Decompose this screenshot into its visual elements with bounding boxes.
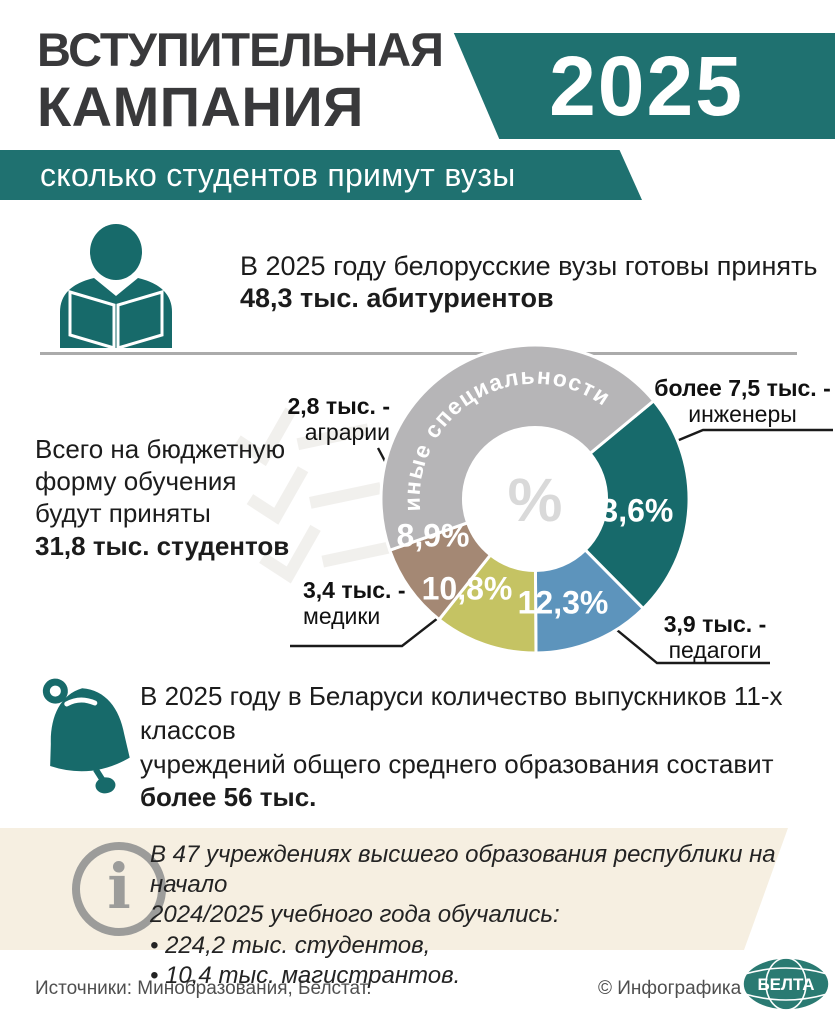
donut-chart: % иные специальности [376, 340, 694, 658]
year-badge-text: 2025 [549, 38, 744, 133]
callout-engineers: более 7,5 тыс. - инженеры [650, 375, 835, 428]
budget-note-line1: Всего на бюджетную [35, 434, 286, 464]
student-reading-icon [60, 224, 172, 348]
callout-agrarians: 2,8 тыс. - аграрии [250, 393, 390, 446]
graduates-fact-row: В 2025 году в Беларуси количество выпуск… [0, 672, 835, 812]
callout-teachers-name: педагоги [668, 636, 762, 663]
graduates-fact-line1: В 2025 году в Беларуси количество выпуск… [140, 681, 783, 745]
page-title: ВСТУПИТЕЛЬНАЯ КАМПАНИЯ [37, 23, 444, 138]
graduates-fact-line3: более 56 тыс. [140, 782, 317, 813]
info-box-line1: В 47 учреждениях высшего образования рес… [150, 841, 776, 899]
admission-fact-line2: 48,3 тыс. абитуриентов [240, 283, 554, 314]
callout-teachers: 3,9 тыс. - педагоги [660, 611, 770, 664]
pct-label-medics: 10,8% [421, 570, 513, 607]
callout-medics-value: 3,4 тыс. - [303, 577, 406, 603]
budget-note: Всего на бюджетную форму обучения будут … [35, 433, 289, 562]
callout-agrarians-value: 2,8 тыс. - [287, 393, 390, 419]
sources-text: Источники: Минобразования, Белстат. [35, 978, 372, 999]
budget-note-line2: форму обучения [35, 466, 237, 497]
callout-medics: 3,4 тыс. - медики [303, 577, 413, 630]
callout-agrarians-name: аграрии [304, 418, 390, 445]
info-box-bullet1: • 224,2 тыс. студентов, [150, 931, 431, 959]
page-title-line1: ВСТУПИТЕЛЬНАЯ [37, 23, 444, 76]
pct-label-engineers: 23,6% [582, 492, 674, 529]
budget-note-bold: 31,8 тыс. студентов [35, 530, 290, 561]
belta-logo-text: БЕЛТА [757, 975, 814, 994]
callout-engineers-value: более 7,5 тыс. - [654, 375, 831, 401]
info-box-bullet2: • 10,4 тыс. магистрантов. [150, 961, 461, 989]
info-icon: i [72, 842, 166, 936]
admission-fact-text: В 2025 году белорусские вузы готовы прин… [240, 250, 817, 315]
pct-label-agrarians: 8,9% [396, 517, 470, 554]
info-box-text: В 47 учреждениях высшего образования рес… [150, 840, 835, 991]
callout-engineers-name: инженеры [688, 400, 797, 427]
donut-center-label: % [508, 466, 563, 535]
bell-icon [42, 678, 130, 794]
callout-medics-name: медики [303, 602, 381, 629]
section-divider [40, 352, 797, 355]
page-title-line2: КАМПАНИЯ [37, 75, 364, 138]
info-box-line2: 2024/2025 учебного года обучались: [150, 901, 560, 929]
graduates-fact-text: В 2025 году в Беларуси количество выпуск… [140, 680, 835, 815]
year-badge: 2025 [453, 33, 835, 139]
subtitle-banner: сколько студентов примут вузы [0, 150, 642, 200]
budget-note-line3: будут приняты [35, 498, 211, 529]
donut-hole [463, 427, 607, 571]
admission-fact-row: В 2025 году белорусские вузы готовы прин… [0, 222, 835, 348]
belta-logo: БЕЛТА [742, 957, 830, 1011]
admission-fact-line1: В 2025 году белорусские вузы готовы прин… [240, 251, 818, 281]
credit-text: © Инфографика [598, 978, 742, 999]
graduates-fact-line2: учреждений общего среднего образования с… [140, 748, 774, 779]
checklist-watermark-icon [234, 407, 393, 584]
donut-chart-section: Всего на бюджетную форму обучения будут … [0, 338, 835, 683]
pct-label-teachers: 12,3% [517, 584, 609, 621]
callout-teachers-value: 3,9 тыс. - [663, 611, 767, 637]
subtitle-banner-text: сколько студентов примут вузы [40, 156, 516, 193]
